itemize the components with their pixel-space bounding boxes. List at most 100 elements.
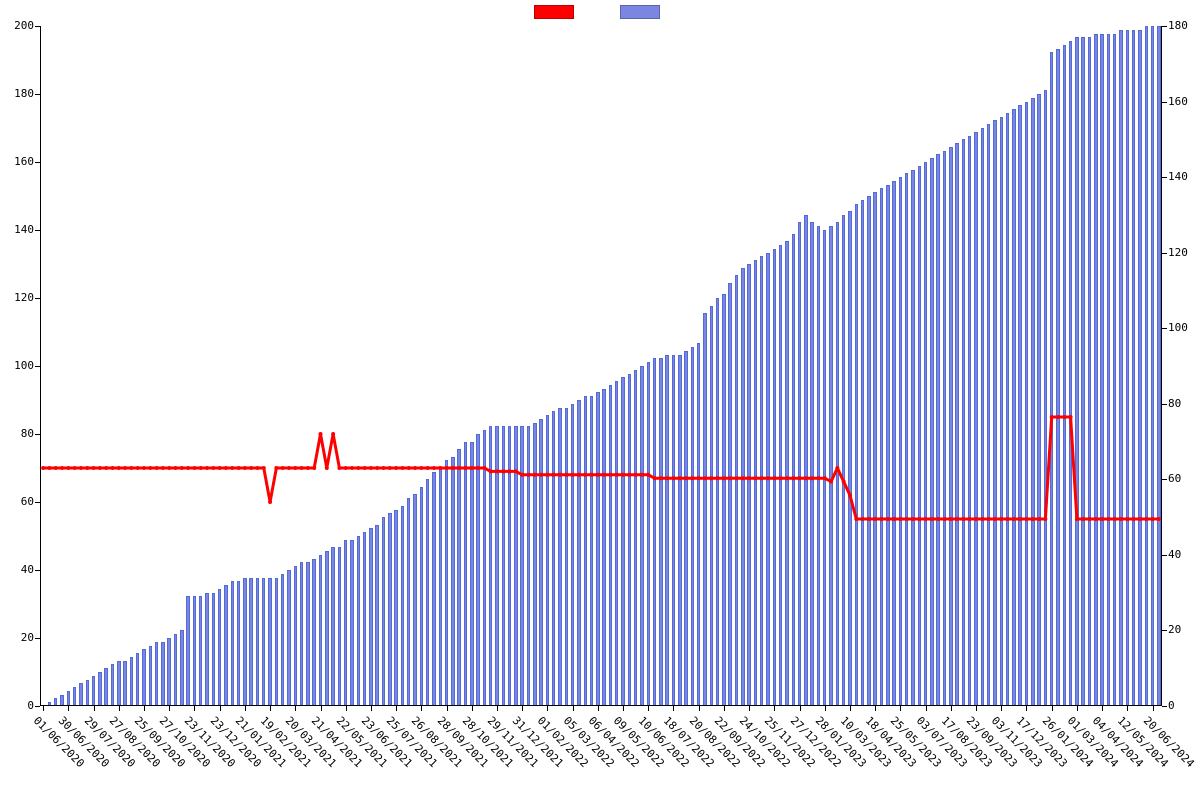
bar <box>155 642 158 706</box>
bar <box>369 528 372 706</box>
bar <box>413 494 416 706</box>
bar <box>546 415 549 706</box>
bar <box>1031 98 1034 706</box>
plot-area <box>40 26 1162 706</box>
bar <box>754 260 757 706</box>
bar <box>993 120 996 706</box>
bar <box>558 408 561 706</box>
bar <box>331 547 334 706</box>
y-right-tick-label: 160 <box>1168 95 1188 108</box>
bar <box>1050 52 1053 706</box>
bar <box>773 249 776 706</box>
bar <box>1100 34 1103 706</box>
x-tick-mark <box>724 706 725 711</box>
y-right-tick-label: 100 <box>1168 321 1188 334</box>
bar <box>722 294 725 706</box>
bar <box>92 676 95 706</box>
bar <box>186 596 189 706</box>
bar <box>1006 113 1009 706</box>
y-right-tick-mark <box>1162 102 1167 103</box>
bar <box>596 392 599 706</box>
bar <box>111 664 114 706</box>
bar <box>502 426 505 706</box>
bar <box>640 366 643 706</box>
bar <box>98 672 101 706</box>
legend-item-line <box>534 5 580 19</box>
bar <box>533 423 536 706</box>
bar <box>1151 26 1154 706</box>
x-tick-mark <box>68 706 69 711</box>
bar <box>432 472 435 706</box>
x-tick-mark <box>850 706 851 711</box>
x-tick-mark <box>522 706 523 711</box>
bar <box>829 226 832 706</box>
bar <box>394 510 397 706</box>
bar <box>1113 34 1116 706</box>
x-tick-mark <box>648 706 649 711</box>
y-right-tick-mark <box>1162 26 1167 27</box>
bar <box>306 562 309 706</box>
x-tick-mark <box>1153 706 1154 711</box>
x-tick-mark <box>1001 706 1002 711</box>
bar <box>804 215 807 706</box>
bar <box>987 124 990 706</box>
bar <box>886 185 889 706</box>
y-left-tick-label: 20 <box>21 631 34 644</box>
bar <box>130 657 133 706</box>
legend-item-bars <box>620 5 666 19</box>
chart-legend <box>0 2 1200 22</box>
y-right-tick-mark <box>1162 479 1167 480</box>
bar <box>1088 37 1091 706</box>
bar <box>1069 41 1072 706</box>
bar <box>520 426 523 706</box>
bar <box>634 370 637 706</box>
y-left-tick-label: 60 <box>21 495 34 508</box>
bar <box>647 362 650 706</box>
y-right-tick-label: 180 <box>1168 19 1188 32</box>
x-tick-mark <box>371 706 372 711</box>
bars-layer <box>40 26 1162 706</box>
bar <box>388 513 391 706</box>
x-tick-mark <box>774 706 775 711</box>
y-right-tick-label: 0 <box>1168 699 1175 712</box>
bar <box>67 691 70 706</box>
bar <box>495 426 498 706</box>
bar <box>747 264 750 706</box>
bar <box>911 170 914 706</box>
bar <box>464 442 467 706</box>
bar <box>892 181 895 706</box>
x-tick-mark <box>346 706 347 711</box>
bar <box>451 457 454 706</box>
bar <box>1063 45 1066 706</box>
bar <box>810 222 813 706</box>
bar <box>867 196 870 706</box>
bar <box>338 547 341 706</box>
x-tick-mark <box>1052 706 1053 711</box>
bar <box>602 389 605 706</box>
bar <box>1145 26 1148 706</box>
bar <box>577 400 580 706</box>
bar <box>300 562 303 706</box>
y-left-tick-label: 40 <box>21 563 34 576</box>
bar <box>508 426 511 706</box>
bar <box>325 551 328 706</box>
bar <box>873 192 876 706</box>
bar <box>426 479 429 706</box>
y-right-tick-label: 80 <box>1168 397 1181 410</box>
bar <box>483 430 486 706</box>
bar <box>539 419 542 706</box>
y-left-tick-label: 100 <box>14 359 34 372</box>
x-tick-mark <box>472 706 473 711</box>
bar <box>375 525 378 706</box>
bar <box>823 230 826 706</box>
bar <box>123 661 126 706</box>
y-left-tick-label: 160 <box>14 155 34 168</box>
y-left-tick-label: 0 <box>27 699 34 712</box>
bar <box>1012 109 1015 706</box>
bar <box>231 581 234 706</box>
y-left-tick-mark <box>35 94 40 95</box>
bar <box>571 404 574 706</box>
bar <box>615 381 618 706</box>
x-tick-mark <box>295 706 296 711</box>
x-tick-mark <box>673 706 674 711</box>
